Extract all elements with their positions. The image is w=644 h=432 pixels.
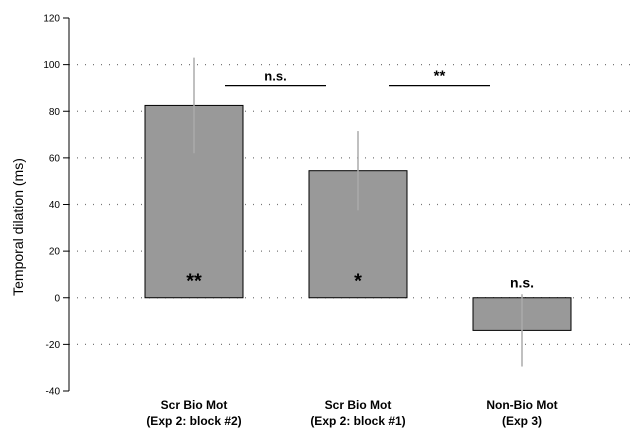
x-category-sublabel: (Exp 2: block #1) xyxy=(310,414,405,428)
y-tick-label: 100 xyxy=(43,60,60,71)
x-category-sublabel: (Exp 3) xyxy=(502,414,542,428)
y-tick-label: 0 xyxy=(54,293,60,304)
x-category-label: Scr Bio Mot xyxy=(161,398,228,412)
y-tick-label: -40 xyxy=(46,387,61,398)
y-tick-label: 40 xyxy=(49,200,61,211)
x-category-sublabel: (Exp 2: block #2) xyxy=(146,414,241,428)
y-tick-label: 80 xyxy=(49,107,61,118)
y-tick-label: 20 xyxy=(49,247,61,258)
bar-significance-label: * xyxy=(354,270,362,292)
y-tick-label: 120 xyxy=(43,14,60,25)
comparison-label: ** xyxy=(434,68,446,85)
x-category-label: Scr Bio Mot xyxy=(325,398,392,412)
y-axis-title: Temporal dilation (ms) xyxy=(10,158,26,296)
comparison-label: n.s. xyxy=(264,69,286,84)
bar-significance-label: ** xyxy=(186,270,202,292)
labels: ** Scr Bio Mot (Exp 2: block #2) * Scr Bio M… xyxy=(146,68,557,428)
y-tick-label: -20 xyxy=(46,340,61,351)
x-category-label: Non-Bio Mot xyxy=(486,398,557,412)
y-tick-label: 60 xyxy=(49,153,61,164)
error-bars xyxy=(193,57,523,367)
bar-significance-label: n.s. xyxy=(510,274,534,290)
y-axis: -40 -20 0 20 40 60 80 100 120 xyxy=(43,14,70,398)
